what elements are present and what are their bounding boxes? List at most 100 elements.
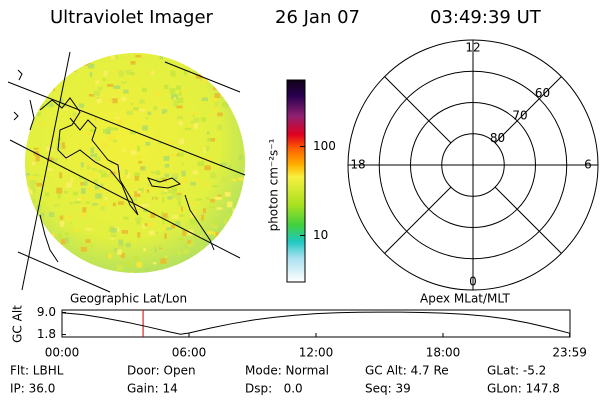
speckle [201, 117, 207, 122]
x-tick-label: 23:59 [552, 346, 587, 360]
speckle [206, 254, 213, 260]
speckle [161, 191, 168, 195]
y-tick-label: 1.8 [37, 327, 56, 341]
speckle [194, 60, 197, 64]
speckle [121, 96, 127, 102]
speckle [118, 243, 125, 249]
speckle [134, 172, 140, 178]
speckle [50, 103, 55, 107]
speckle [222, 260, 227, 267]
speckle [137, 232, 141, 238]
track-lines [7, 51, 246, 293]
speckle [163, 226, 167, 231]
speckle [90, 153, 98, 158]
speckle [46, 101, 53, 105]
speckle [176, 105, 183, 109]
speckle [180, 206, 184, 212]
speckle [181, 177, 188, 184]
speckle [80, 162, 84, 168]
speckle [178, 200, 182, 207]
speckle [37, 218, 42, 224]
speckle [187, 57, 192, 62]
speckle [141, 87, 147, 93]
speckle [97, 189, 104, 192]
speckle [123, 89, 129, 94]
speckle [99, 203, 106, 206]
speckle [46, 157, 54, 162]
speckle [132, 77, 135, 80]
speckle [238, 177, 244, 181]
speckle [138, 188, 144, 193]
speckle [169, 88, 176, 94]
speckle [236, 251, 242, 256]
hour-label: 0 [469, 275, 477, 289]
speckle [194, 69, 200, 73]
speckle [221, 102, 228, 108]
speckle [210, 223, 218, 229]
speckle [214, 238, 220, 241]
speckle [117, 201, 124, 205]
speckle [214, 93, 221, 98]
speckle [171, 224, 176, 229]
speckle [193, 117, 200, 123]
speckle [125, 242, 131, 248]
speckle [110, 161, 113, 165]
altitude-curve [61, 311, 571, 335]
speckle [39, 212, 45, 217]
speckle [49, 81, 57, 84]
speckle [214, 219, 219, 225]
speckle [49, 233, 55, 237]
speckle [134, 255, 140, 262]
speckle [29, 175, 35, 179]
speckle [88, 94, 95, 97]
speckle [194, 262, 197, 266]
speckle [206, 257, 210, 263]
speckle [90, 128, 95, 133]
diag-line [494, 76, 562, 144]
speckle [69, 221, 73, 225]
speckle [228, 224, 235, 228]
speckle [32, 187, 36, 193]
speckle [153, 106, 158, 111]
speckle [218, 240, 223, 245]
x-tick-label: 00:00 [45, 346, 80, 360]
speckle [134, 176, 139, 181]
speckle [206, 131, 210, 135]
speckle [25, 116, 30, 120]
x-tick-label: 12:00 [299, 346, 334, 360]
status-field: GLon: 147.8 [487, 382, 560, 396]
speckle [47, 168, 53, 171]
speckle [104, 171, 107, 176]
speckle [45, 78, 48, 83]
speckle [237, 75, 244, 79]
speckle [244, 271, 245, 273]
speckle [173, 191, 177, 198]
speckle [106, 99, 113, 103]
speckle [71, 69, 77, 72]
speckle [86, 165, 91, 170]
speckle [182, 230, 186, 237]
speckle [130, 150, 137, 156]
speckle [177, 115, 183, 120]
speckle [211, 97, 218, 102]
speckle [208, 205, 216, 209]
speckle [206, 157, 213, 161]
speckle [153, 196, 156, 200]
speckle [48, 212, 55, 218]
speckle [107, 135, 114, 141]
speckle [140, 166, 144, 169]
speckle [123, 174, 129, 177]
speckle [181, 170, 186, 177]
speckle [236, 246, 243, 252]
hour-label: 6 [584, 158, 592, 172]
speckle [98, 169, 104, 173]
speckle [133, 107, 139, 111]
speckle [111, 98, 118, 104]
speckle [237, 248, 245, 254]
speckle [60, 98, 64, 103]
speckle [207, 230, 214, 235]
speckle [146, 189, 150, 193]
speckle [226, 214, 233, 220]
speckle [218, 255, 226, 260]
speckle [152, 262, 157, 265]
